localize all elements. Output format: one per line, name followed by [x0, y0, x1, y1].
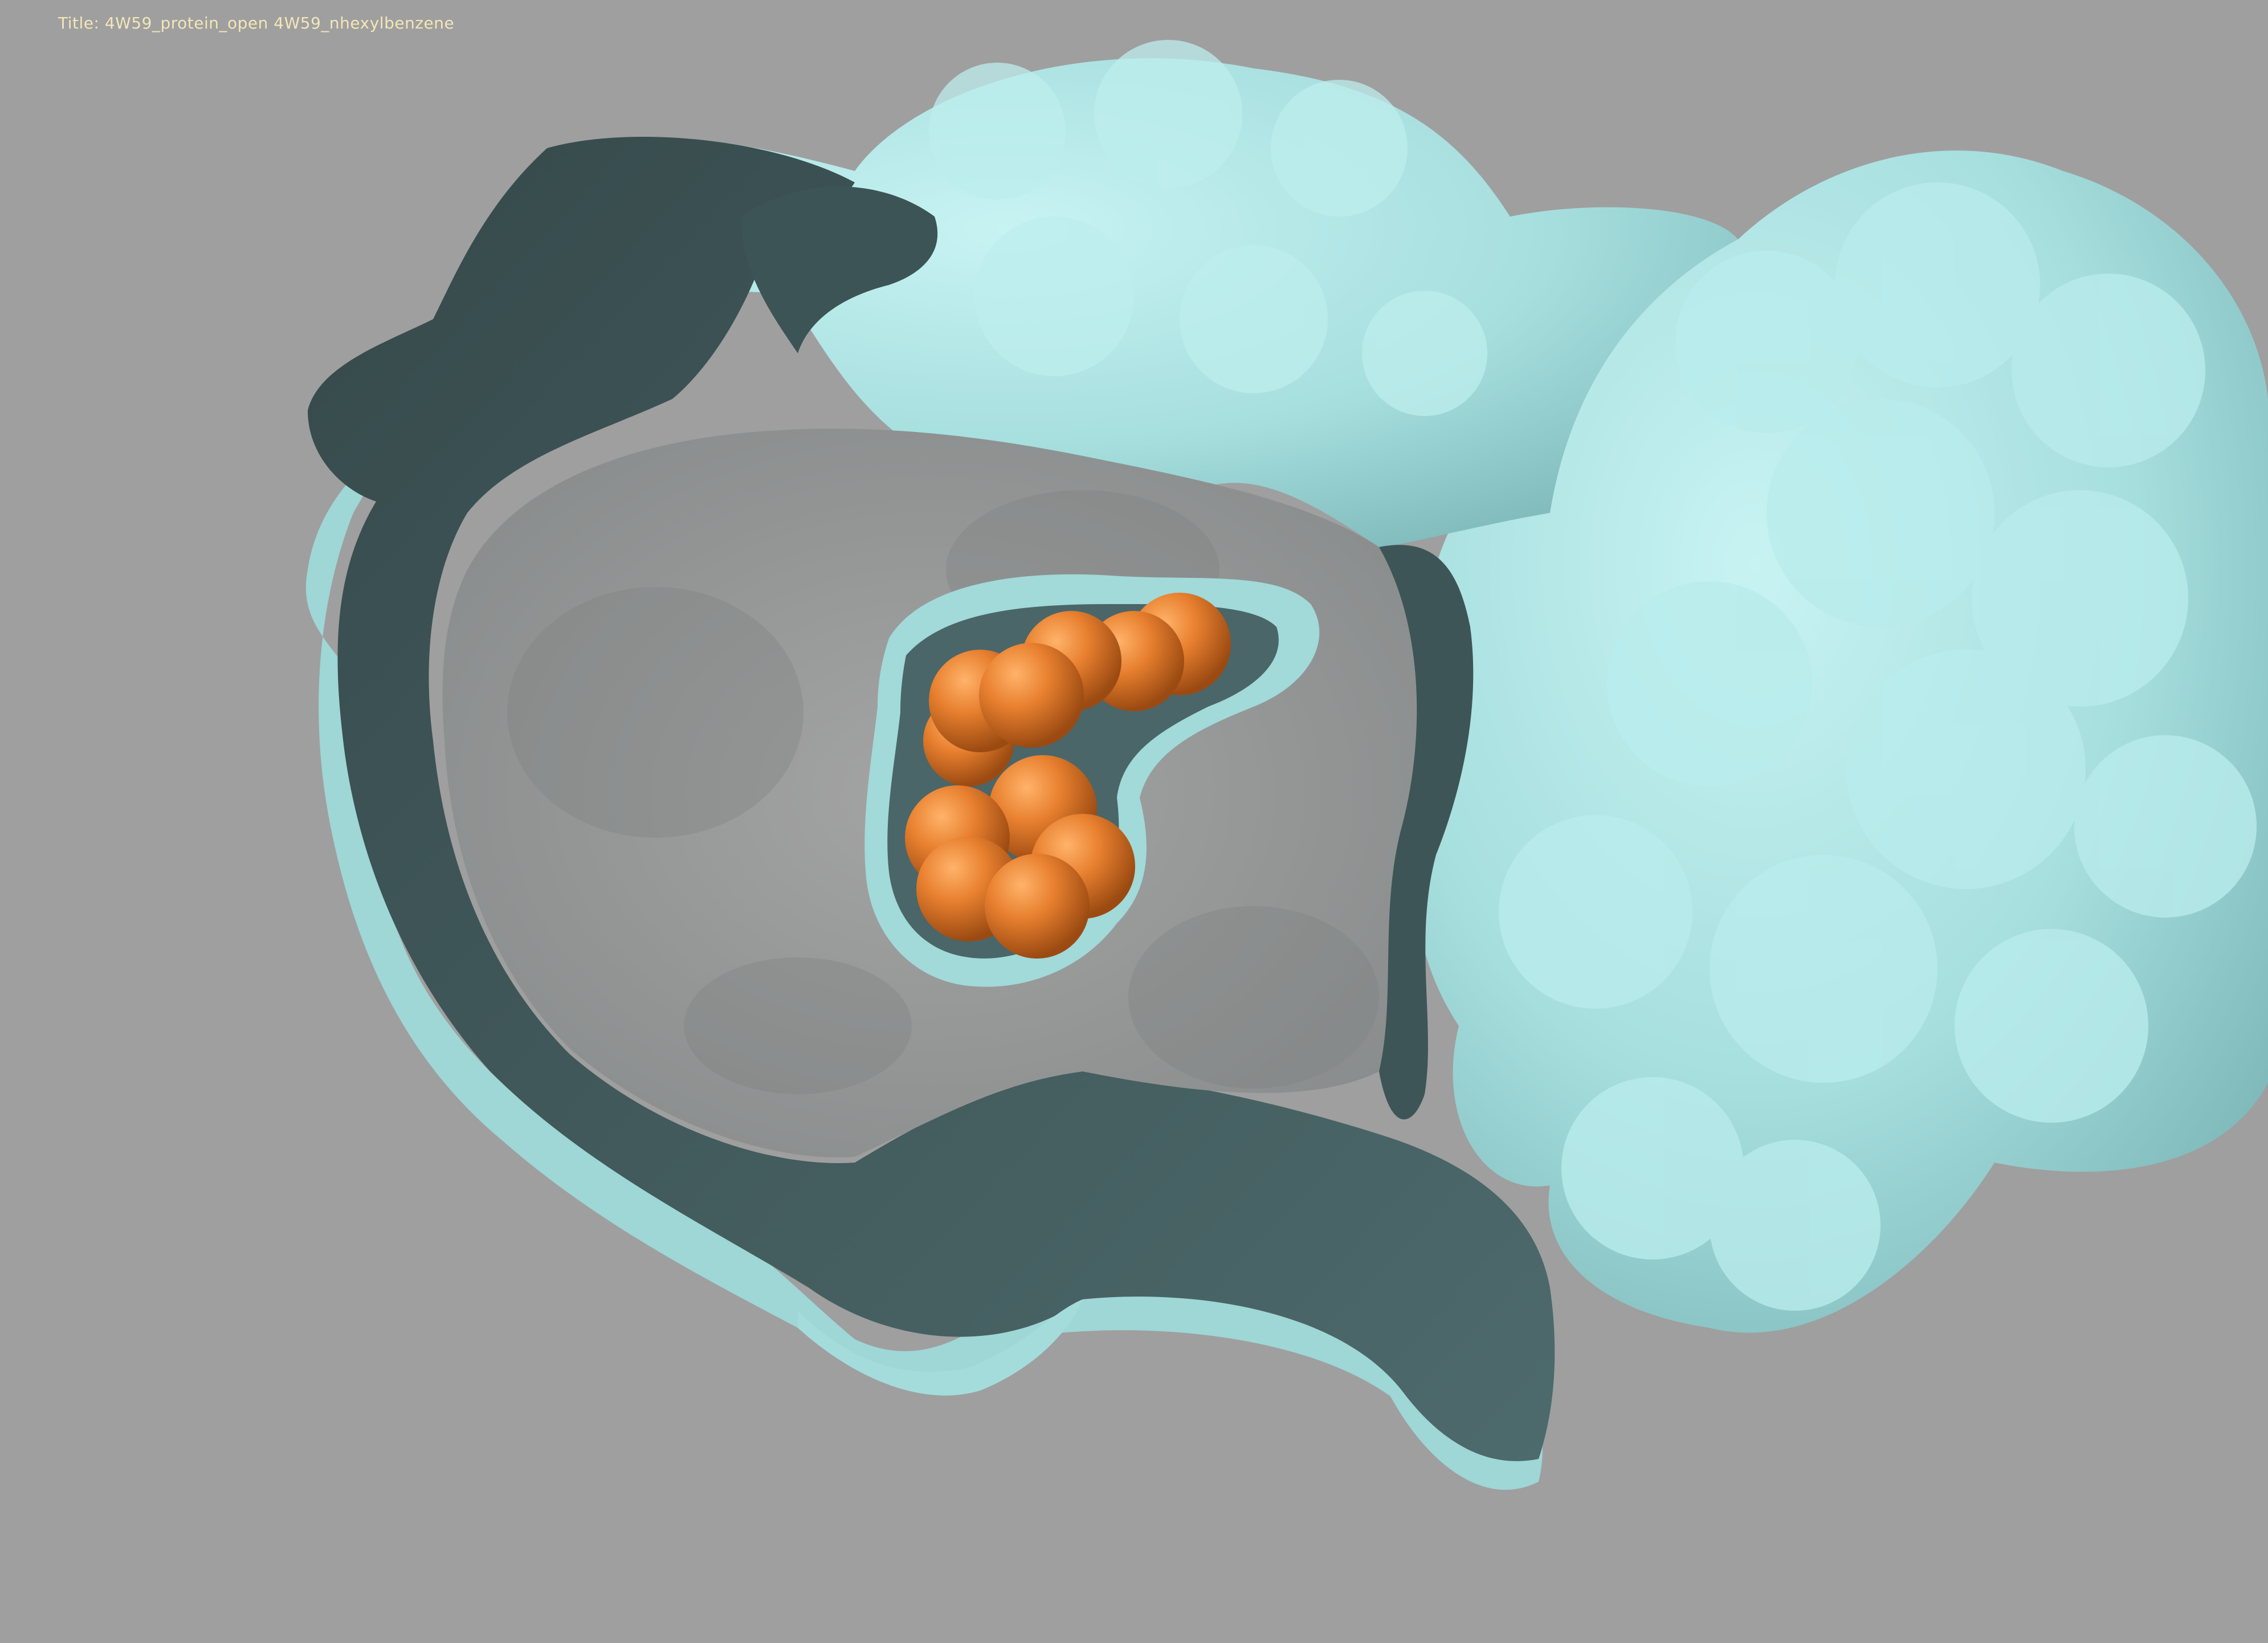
surface-bump	[1710, 1140, 1881, 1311]
cavity-shadow	[684, 957, 912, 1094]
surface-bump	[2074, 735, 2257, 918]
surface-bump	[929, 63, 1066, 199]
cavity-shadow	[1128, 906, 1379, 1088]
surface-bump	[1499, 815, 1692, 1009]
surface-bump	[974, 217, 1134, 376]
surface-bump	[1972, 490, 2188, 707]
ligand-nhexylbenzene[interactable]	[905, 593, 1231, 959]
surface-bump	[1561, 1077, 1744, 1259]
protein-inner-wall	[308, 137, 1555, 1461]
surface-bump	[2012, 274, 2205, 467]
title-value: 4W59_protein_open 4W59_nhexylbenzene	[104, 14, 455, 32]
surface-bump	[1180, 245, 1328, 393]
surface-bump	[1955, 929, 2148, 1123]
surface-bump	[1094, 40, 1242, 188]
protein-inner-wall	[1379, 545, 1474, 1120]
surface-bump	[1710, 855, 1937, 1083]
surface-bump	[1835, 182, 2040, 388]
ligand-atom	[979, 643, 1084, 748]
protein-surface-bottom-lip	[798, 1299, 1083, 1396]
surface-bump	[1362, 291, 1487, 416]
protein-inner-wall	[741, 186, 938, 353]
protein-surface-left-ring-lip	[305, 239, 1543, 1490]
title-prefix: Title:	[58, 14, 100, 32]
window-title: Title: 4W59_protein_open 4W59_nhexylbenz…	[58, 14, 454, 32]
cavity-shadow	[507, 587, 803, 838]
surface-bump	[1271, 80, 1408, 217]
surface-bump	[1846, 650, 2086, 889]
ligand-atom	[985, 854, 1090, 959]
surface-bump	[1607, 581, 1812, 786]
surface-bump	[1675, 251, 1858, 433]
surface-bump	[1767, 399, 1994, 627]
